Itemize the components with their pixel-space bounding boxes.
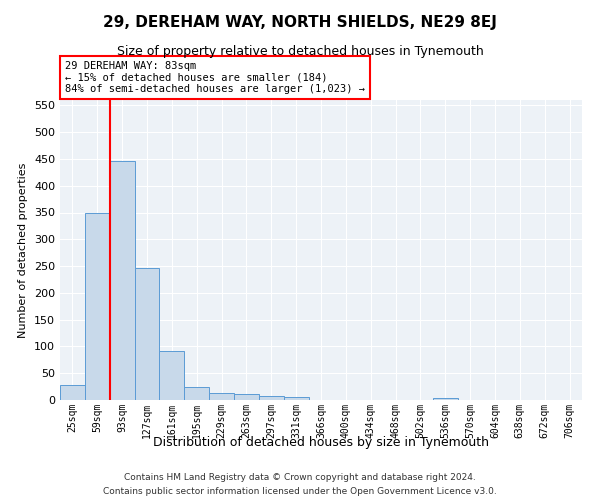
Bar (433, 398, 458, 400)
Bar (209, 392, 234, 400)
Bar (284, 397, 308, 400)
Bar (134, 268, 160, 400)
Text: Contains public sector information licensed under the Open Government Licence v3: Contains public sector information licen… (103, 486, 497, 496)
Text: Distribution of detached houses by size in Tynemouth: Distribution of detached houses by size … (153, 436, 489, 449)
Bar (160, 350, 184, 400)
Bar (234, 394, 259, 400)
Text: Size of property relative to detached houses in Tynemouth: Size of property relative to detached ho… (116, 45, 484, 58)
Y-axis label: Number of detached properties: Number of detached properties (19, 162, 28, 338)
Text: 29, DEREHAM WAY, NORTH SHIELDS, NE29 8EJ: 29, DEREHAM WAY, NORTH SHIELDS, NE29 8EJ (103, 15, 497, 30)
Bar (110, 160, 134, 400)
Text: Contains HM Land Registry data © Crown copyright and database right 2024.: Contains HM Land Registry data © Crown c… (124, 473, 476, 482)
Bar (184, 386, 209, 400)
Bar (259, 396, 284, 400)
Bar (60, 385, 85, 400)
Bar (85, 212, 110, 400)
Text: 29 DEREHAM WAY: 83sqm
← 15% of detached houses are smaller (184)
84% of semi-det: 29 DEREHAM WAY: 83sqm ← 15% of detached … (65, 61, 365, 94)
